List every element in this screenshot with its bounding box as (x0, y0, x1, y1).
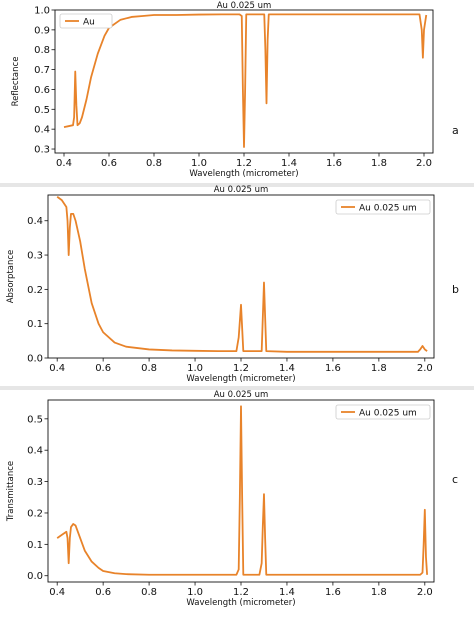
y-tick-label: 0.0 (27, 571, 43, 582)
x-tick-label: 1.8 (371, 158, 387, 169)
y-tick-label: 0.1 (27, 540, 43, 551)
x-tick-label: 1.2 (236, 158, 252, 169)
x-tick-label: 1.8 (371, 587, 387, 598)
x-tick-label: 1.2 (233, 363, 249, 374)
chart-title: Au 0.025 um (214, 185, 269, 195)
y-tick-label: 0.8 (34, 45, 50, 56)
legend-entry: Au 0.025 um (359, 409, 417, 419)
x-tick-label: 1.4 (279, 363, 295, 374)
series-line-a (63, 13, 428, 148)
y-tick-label: 0.4 (34, 125, 50, 136)
y-tick-label: 0.4 (27, 446, 43, 457)
x-tick-label: 1.0 (191, 158, 207, 169)
panel-divider (0, 183, 474, 187)
x-tick-label: 1.4 (279, 587, 295, 598)
y-tick-label: 0.4 (27, 216, 43, 227)
x-tick-label: 1.0 (187, 363, 203, 374)
legend-box (59, 13, 113, 29)
legend-entry: Au 0.025 um (359, 204, 417, 214)
y-tick-label: 0.3 (27, 477, 43, 488)
x-tick-label: 0.8 (146, 158, 162, 169)
x-tick-label: 1.8 (371, 363, 387, 374)
x-axis-label: Wavelength (micrometer) (186, 598, 295, 608)
x-tick-label: 1.6 (325, 363, 341, 374)
y-tick-label: 0.3 (34, 145, 50, 156)
y-tick-label: 0.2 (27, 285, 43, 296)
y-axis-label: Transmittance (6, 461, 16, 522)
x-tick-label: 0.6 (95, 363, 111, 374)
legend-box (335, 404, 431, 420)
chart-panel-a: Au 0.025 um 0.4 0.6 0.8 1.0 1.2 1.4 1.6 1.8 2.0 0.… (11, 1, 434, 179)
y-tick-label: 0.7 (34, 65, 50, 76)
x-tick-label: 0.6 (95, 587, 111, 598)
panel-label-b: b (452, 283, 459, 296)
y-tick-label: 0.9 (34, 25, 50, 36)
y-tick-label: 0.6 (34, 85, 50, 96)
legend-entry: Au (83, 18, 95, 28)
x-tick-label: 0.4 (49, 363, 65, 374)
y-tick-label: 1.0 (34, 6, 50, 17)
panel-label-c: c (452, 473, 459, 486)
panel-label-a: a (452, 124, 459, 137)
x-axis-label: Wavelength (micrometer) (189, 169, 298, 179)
x-tick-label: 2.0 (417, 363, 433, 374)
y-tick-label: 0.0 (27, 354, 43, 365)
y-axis-label: Absorptance (6, 250, 16, 304)
legend-box (335, 199, 431, 215)
x-tick-label: 1.0 (187, 587, 203, 598)
x-axis-label: Wavelength (micrometer) (186, 374, 295, 384)
y-tick-label: 0.3 (27, 251, 43, 262)
y-tick-label: 0.2 (27, 508, 43, 519)
series-line-c (56, 405, 429, 576)
x-tick-label: 1.6 (325, 587, 341, 598)
x-tick-label: 0.6 (101, 158, 117, 169)
x-tick-label: 1.4 (281, 158, 297, 169)
x-tick-label: 1.6 (326, 158, 342, 169)
x-tick-label: 0.8 (141, 363, 157, 374)
x-tick-label: 2.0 (416, 158, 432, 169)
y-tick-label: 0.1 (27, 319, 43, 330)
x-tick-label: 2.0 (417, 587, 433, 598)
x-tick-label: 0.4 (56, 158, 72, 169)
chart-panel-c: Au 0.025 um 0.4 0.6 0.8 1.0 1.2 1.4 1.6 1.8 2.0 0.… (6, 390, 435, 608)
series-line-b (56, 195, 428, 353)
y-tick-label: 0.5 (27, 414, 43, 425)
x-tick-label: 0.4 (49, 587, 65, 598)
chart-title: Au 0.025 um (217, 1, 272, 11)
x-tick-label: 1.2 (233, 587, 249, 598)
chart-title: Au 0.025 um (214, 390, 269, 400)
panel-divider (0, 386, 474, 390)
y-tick-label: 0.5 (34, 105, 50, 116)
y-axis-label: Reflectance (11, 57, 21, 107)
chart-panel-b: Au 0.025 um 0.4 0.6 0.8 1.0 1.2 1.4 1.6 1.8 2.0 0.… (6, 185, 435, 384)
x-tick-label: 0.8 (141, 587, 157, 598)
